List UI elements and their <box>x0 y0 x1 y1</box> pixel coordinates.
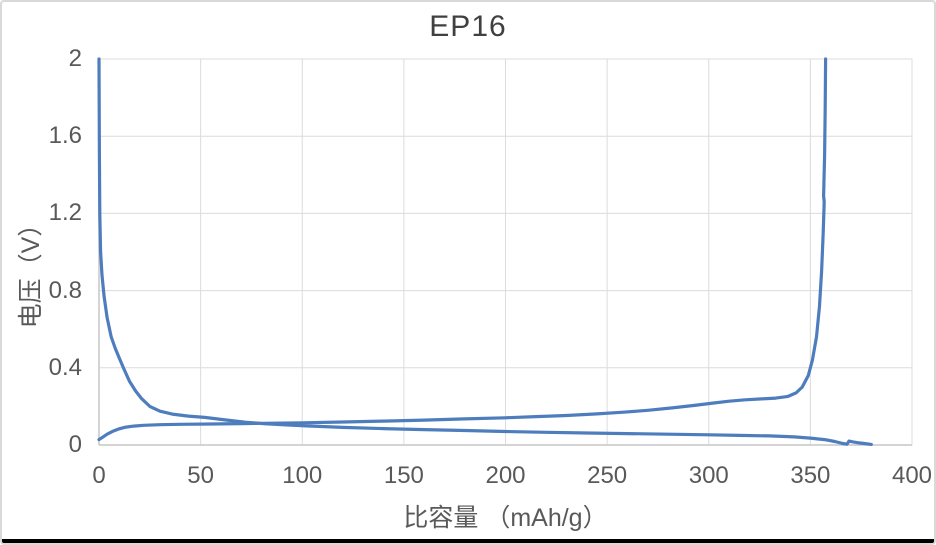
charge-curve <box>97 57 828 442</box>
x-tick-label: 300 <box>688 462 729 489</box>
x-tick-label: 250 <box>587 462 628 489</box>
x-tick-label: 400 <box>891 462 933 489</box>
y-tick-label: 1.2 <box>48 199 82 227</box>
y-axis-title: 电压（V） <box>17 211 45 329</box>
y-tick-label: 0 <box>68 431 82 458</box>
x-axis-title: 比容量 （mAh/g） <box>403 504 608 532</box>
discharge-curve <box>97 57 873 446</box>
y-tick-label: 1.6 <box>48 122 82 150</box>
x-tick-label: 200 <box>485 462 526 489</box>
y-tick-label: 2 <box>68 45 82 72</box>
y-tick-label: 0.8 <box>48 276 82 304</box>
y-tick-label: 0.4 <box>48 353 82 381</box>
chart-title: EP16 <box>429 10 507 43</box>
x-tick-label: 50 <box>187 462 214 489</box>
x-tick-label: 100 <box>282 462 323 489</box>
x-tick-label: 0 <box>92 462 106 489</box>
x-tick-label: 150 <box>383 462 424 489</box>
window-bottom-border <box>2 539 934 543</box>
x-tick-label: 350 <box>790 462 831 489</box>
